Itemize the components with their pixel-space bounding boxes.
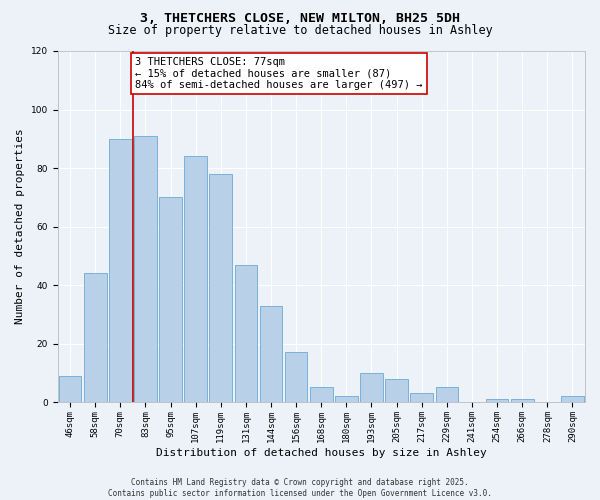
Bar [59, 376, 82, 402]
Text: Size of property relative to detached houses in Ashley: Size of property relative to detached ho… [107, 24, 493, 37]
Bar [260, 306, 283, 402]
Bar [109, 139, 131, 402]
Bar [159, 198, 182, 402]
Text: 3 THETCHERS CLOSE: 77sqm
← 15% of detached houses are smaller (87)
84% of semi-d: 3 THETCHERS CLOSE: 77sqm ← 15% of detach… [136, 57, 423, 90]
Bar [235, 264, 257, 402]
Bar [486, 399, 508, 402]
Bar [310, 388, 332, 402]
Bar [410, 394, 433, 402]
Y-axis label: Number of detached properties: Number of detached properties [15, 128, 25, 324]
X-axis label: Distribution of detached houses by size in Ashley: Distribution of detached houses by size … [156, 448, 487, 458]
Bar [209, 174, 232, 402]
Bar [285, 352, 307, 402]
Bar [436, 388, 458, 402]
Text: Contains HM Land Registry data © Crown copyright and database right 2025.
Contai: Contains HM Land Registry data © Crown c… [108, 478, 492, 498]
Bar [360, 373, 383, 402]
Text: 3, THETCHERS CLOSE, NEW MILTON, BH25 5DH: 3, THETCHERS CLOSE, NEW MILTON, BH25 5DH [140, 12, 460, 26]
Bar [134, 136, 157, 402]
Bar [561, 396, 584, 402]
Bar [511, 399, 533, 402]
Bar [184, 156, 207, 402]
Bar [385, 378, 408, 402]
Bar [335, 396, 358, 402]
Bar [84, 274, 107, 402]
